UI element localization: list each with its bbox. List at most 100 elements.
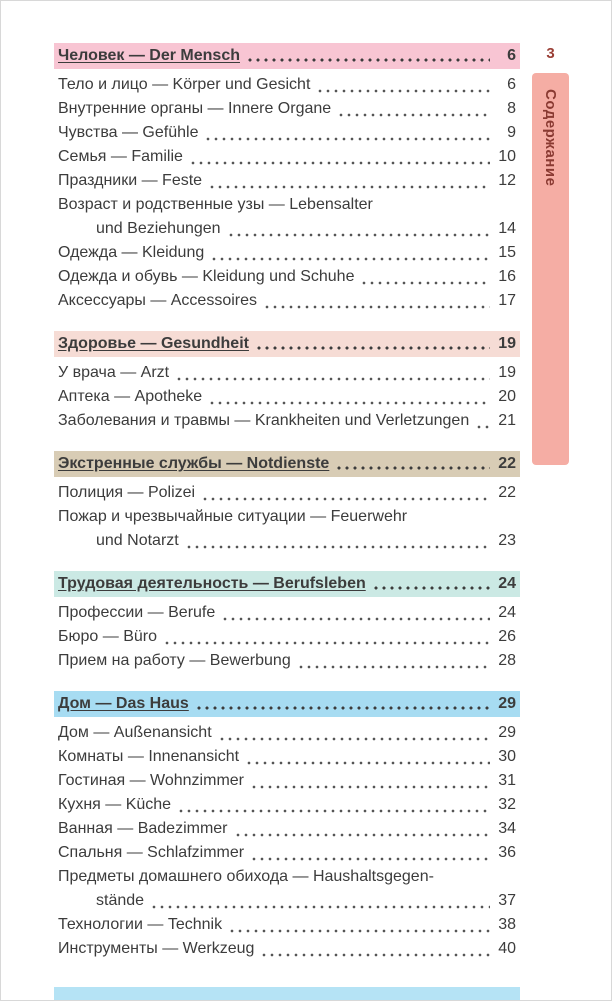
toc-entry: Кухня — Küche 32 — [58, 793, 516, 817]
toc-entry-continuation: und Notarzt 23 — [58, 529, 516, 553]
toc-entry: Возраст и родственные узы — Lebensalter — [58, 193, 516, 217]
entry-page-number: 8 — [507, 100, 516, 117]
toc-entry: Гостиная — Wohnzimmer 31 — [58, 769, 516, 793]
entry-label: Аптека — Apotheke — [58, 388, 203, 405]
entry-page-number: 30 — [498, 748, 516, 765]
dot-leader — [210, 241, 490, 265]
entry-page-number: 20 — [498, 388, 516, 405]
toc-section-berufsleben: Трудовая деятельность — Berufsleben 24 П… — [54, 571, 520, 673]
dot-leader — [208, 169, 490, 193]
toc-entry: Внутренние органы — Innere Organe 8 — [58, 97, 516, 121]
entry-label: Одежда — Kleidung — [58, 244, 205, 261]
entry-label-continuation: und Beziehungen — [96, 220, 221, 237]
entry-page-number: 34 — [498, 820, 516, 837]
dot-leader — [250, 769, 490, 793]
entry-page-number: 19 — [498, 364, 516, 381]
dot-leader — [260, 937, 490, 961]
dot-leader — [233, 817, 490, 841]
dot-leader — [217, 721, 490, 745]
entry-label: Ванная — Badezimmer — [58, 820, 228, 837]
entry-label: Технологии — Technik — [58, 916, 223, 933]
toc-entry: Аптека — Apotheke 20 — [58, 385, 516, 409]
entry-page-number: 22 — [498, 484, 516, 501]
dot-leader — [250, 841, 490, 865]
section-page-number: 22 — [498, 455, 516, 472]
toc-section-mensch: Человек — Der Mensch 6 Тело и лицо — Kör… — [54, 43, 520, 313]
page-number: 3 — [546, 45, 555, 62]
dot-leader — [296, 649, 490, 673]
dot-leader — [245, 745, 490, 769]
section-page-number: 19 — [498, 335, 516, 352]
dot-leader — [162, 625, 490, 649]
entry-page-number: 40 — [498, 940, 516, 957]
toc-entry: Тело и лицо — Körper und Gesicht 6 — [58, 73, 516, 97]
contents-tab-label: Содержание — [542, 89, 559, 187]
toc-entry: Семья — Familie 10 — [58, 145, 516, 169]
entry-page-number: 23 — [498, 532, 516, 549]
entry-label: Кухня — Küche — [58, 796, 172, 813]
section-header: Здоровье — Gesundheit 19 — [54, 331, 520, 357]
dot-leader — [254, 333, 490, 354]
toc-entry: Комнаты — Innenansicht 30 — [58, 745, 516, 769]
entry-label: Возраст и родственные узы — Lebensalter — [58, 196, 373, 213]
section-header: Экстренные службы — Notdienste 22 — [54, 451, 520, 477]
toc-entry: Прием на работу — Bewerbung 28 — [58, 649, 516, 673]
dot-leader — [188, 145, 490, 169]
section-title: Трудовая деятельность — Berufsleben — [58, 575, 366, 592]
entry-page-number: 16 — [498, 268, 516, 285]
dot-leader — [221, 601, 490, 625]
dot-leader — [150, 889, 490, 913]
entry-label-continuation: und Notarzt — [96, 532, 179, 549]
toc-entry: Заболевания и травмы — Krankheiten und V… — [58, 409, 516, 433]
section-header: Дом — Das Haus 29 — [54, 691, 520, 717]
toc-entry: Спальня — Schlafzimmer 36 — [58, 841, 516, 865]
entry-label: Полиция — Polizei — [58, 484, 196, 501]
section-page-number: 6 — [507, 47, 516, 64]
toc-entry: Полиция — Polizei 22 — [58, 481, 516, 505]
entry-label: Прием на работу — Bewerbung — [58, 652, 291, 669]
dot-leader — [228, 913, 490, 937]
dot-leader — [208, 385, 490, 409]
section-title: Экстренные службы — Notdienste — [58, 455, 330, 472]
entry-label: Гостиная — Wohnzimmer — [58, 772, 244, 789]
toc-entry: Технологии — Technik 38 — [58, 913, 516, 937]
entry-page-number: 6 — [507, 76, 516, 93]
toc-entry: Предметы домашнего обихода — Haushaltsge… — [58, 865, 516, 889]
table-of-contents: Человек — Der Mensch 6 Тело и лицо — Kör… — [54, 43, 520, 961]
entry-label: Аксессуары — Accessoires — [58, 292, 258, 309]
section-title: Дом — Das Haus — [58, 695, 189, 712]
entry-page-number: 37 — [498, 892, 516, 909]
dot-leader — [184, 529, 490, 553]
entry-page-number: 21 — [498, 412, 516, 429]
toc-section-notdienste: Экстренные службы — Notdienste 22 Полици… — [54, 451, 520, 553]
entry-label: Предметы домашнего обихода — Haushaltsge… — [58, 868, 434, 885]
section-title: Человек — Der Mensch — [58, 47, 240, 64]
dot-leader — [316, 73, 490, 97]
next-section-header-bar — [54, 987, 520, 1000]
dot-leader — [371, 573, 490, 594]
dot-leader — [175, 361, 490, 385]
toc-section-das-haus: Дом — Das Haus 29 Дом — Außenansicht 29 … — [54, 691, 520, 961]
toc-entry: Одежда и обувь — Kleidung und Schuhe 16 — [58, 265, 516, 289]
entry-page-number: 15 — [498, 244, 516, 261]
section-page-number: 24 — [498, 575, 516, 592]
toc-entry: Дом — Außenansicht 29 — [58, 721, 516, 745]
entry-page-number: 36 — [498, 844, 516, 861]
entry-label: Чувства — Gefühle — [58, 124, 199, 141]
entry-label: Тело и лицо — Körper und Gesicht — [58, 76, 311, 93]
toc-entry: Аксессуары — Accessoires 17 — [58, 289, 516, 313]
dot-leader — [245, 45, 490, 66]
dot-leader — [204, 121, 490, 145]
entry-page-number: 12 — [498, 172, 516, 189]
entry-label: Заболевания и травмы — Krankheiten und V… — [58, 412, 470, 429]
toc-entry: Бюро — Büro 26 — [58, 625, 516, 649]
entry-label: Профессии — Berufe — [58, 604, 216, 621]
entry-page-number: 9 — [507, 124, 516, 141]
toc-entry: Праздники — Feste 12 — [58, 169, 516, 193]
entry-page-number: 17 — [498, 292, 516, 309]
entry-page-number: 31 — [498, 772, 516, 789]
entry-page-number: 32 — [498, 796, 516, 813]
entry-label: Внутренние органы — Innere Organe — [58, 100, 332, 117]
dot-leader — [360, 265, 490, 289]
